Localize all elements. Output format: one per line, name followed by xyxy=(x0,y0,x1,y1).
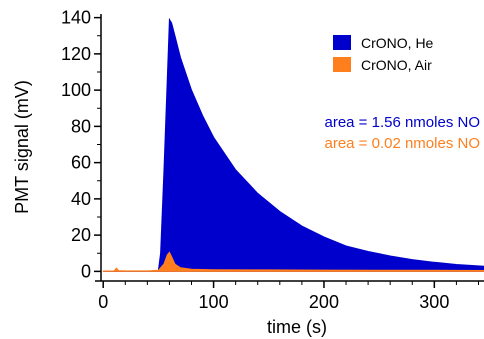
legend-swatch-he xyxy=(333,35,351,50)
annotation-he-area: area = 1.56 nmoles NO xyxy=(324,114,480,131)
x-tick-label: 300 xyxy=(419,292,449,312)
x-tick-label: 100 xyxy=(199,292,229,312)
y-tick-label: 0 xyxy=(81,261,91,281)
legend-label-air: CrONO, Air xyxy=(361,57,432,73)
y-tick-label: 100 xyxy=(61,80,91,100)
series-area-1 xyxy=(102,251,484,272)
legend: CrONO, He CrONO, Air xyxy=(333,35,434,73)
x-tick-label: 0 xyxy=(98,292,108,312)
legend-swatch-air xyxy=(333,57,351,72)
y-tick-label: 20 xyxy=(71,225,91,245)
axis-layer: 0 20 40 60 80 100 120 140 0 100 200 300 xyxy=(61,8,484,312)
y-tick-label: 140 xyxy=(61,8,91,28)
y-axis-title: PMT signal (mV) xyxy=(12,80,32,214)
y-tick-label: 40 xyxy=(71,189,91,209)
annotation-air-area: area = 0.02 nmoles NO xyxy=(324,135,480,152)
legend-label-he: CrONO, He xyxy=(361,35,434,51)
plot-layer xyxy=(102,17,484,272)
x-tick-label: 200 xyxy=(309,292,339,312)
x-axis-title: time (s) xyxy=(267,317,327,337)
y-tick-label: 120 xyxy=(61,44,91,64)
series-area-0 xyxy=(103,17,484,272)
y-tick-label: 80 xyxy=(71,116,91,136)
y-tick-label: 60 xyxy=(71,153,91,173)
